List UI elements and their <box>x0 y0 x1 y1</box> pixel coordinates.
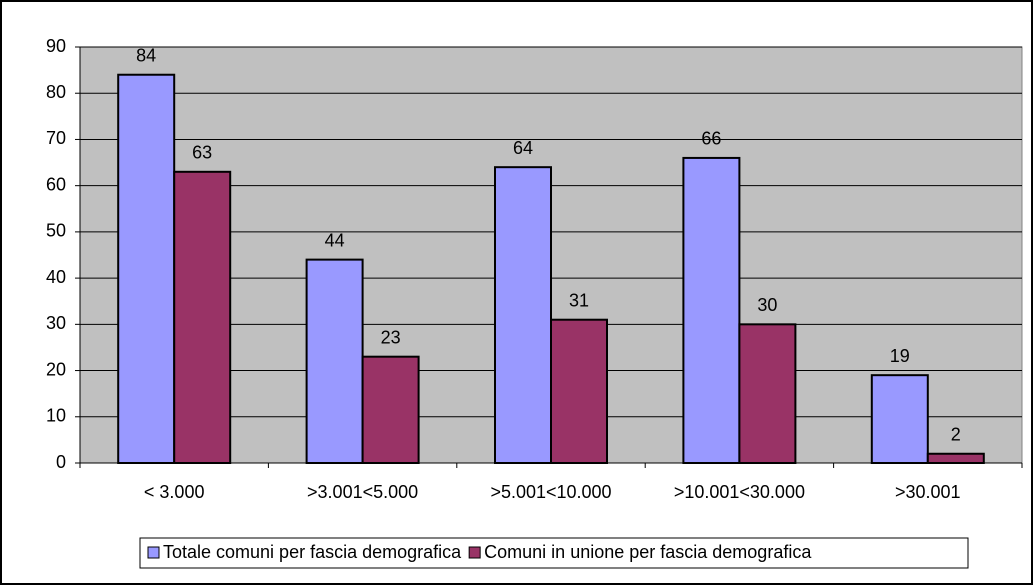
data-label: 31 <box>569 290 589 310</box>
y-tick-label: 30 <box>46 313 66 333</box>
bar <box>738 323 797 465</box>
y-tick-label: 60 <box>46 174 66 194</box>
data-label: 64 <box>513 138 533 158</box>
data-label: 30 <box>757 295 777 315</box>
x-tick-label: >10.001<30.000 <box>674 482 805 502</box>
y-tick-label: 70 <box>46 128 66 148</box>
legend <box>139 537 969 569</box>
data-label: 44 <box>325 230 345 250</box>
legend-label: Totale comuni per fascia demografica <box>163 542 462 562</box>
y-tick-label: 10 <box>46 406 66 426</box>
bar <box>926 452 985 464</box>
legend-marker <box>147 546 160 559</box>
legend-marker <box>468 546 481 559</box>
legend-label: Comuni in unione per fascia demografica <box>484 542 812 562</box>
y-tick-label: 40 <box>46 267 66 287</box>
data-label: 23 <box>381 327 401 347</box>
data-label: 84 <box>136 45 156 65</box>
bar <box>550 318 608 465</box>
bar <box>361 355 420 465</box>
y-tick-label: 0 <box>56 452 66 472</box>
bar <box>173 170 232 465</box>
data-label: 63 <box>192 143 212 163</box>
y-tick-label: 50 <box>46 221 66 241</box>
data-label: 66 <box>701 129 721 149</box>
bar <box>117 73 176 464</box>
x-tick-label: >5.001<10.000 <box>490 482 611 502</box>
data-label: 2 <box>951 425 961 445</box>
bar <box>305 258 364 464</box>
bar <box>870 374 929 464</box>
bar <box>494 166 552 465</box>
y-tick-label: 80 <box>46 82 66 102</box>
data-label: 19 <box>890 346 910 366</box>
x-tick-label: >3.001<5.000 <box>307 482 418 502</box>
y-tick-label: 20 <box>46 359 66 379</box>
x-tick-label: >30.001 <box>895 482 961 502</box>
bar <box>682 156 741 465</box>
y-tick-label: 90 <box>46 36 66 56</box>
x-tick-label: < 3.000 <box>144 482 205 502</box>
